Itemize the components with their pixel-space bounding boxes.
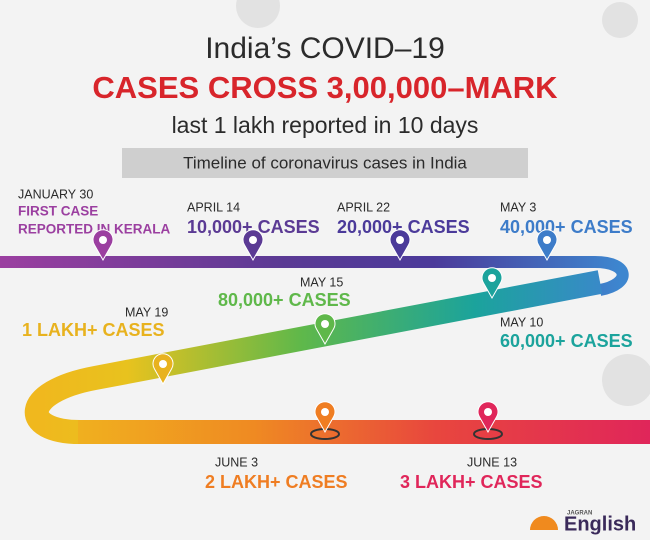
logo: JAGRAN English xyxy=(530,511,636,535)
milestone-label: 80,000+ CASES xyxy=(218,290,351,310)
pin xyxy=(536,229,558,262)
pin xyxy=(314,401,336,434)
milestone-date: APRIL 14 xyxy=(187,200,240,214)
milestone-date: MAY 15 xyxy=(300,275,343,289)
pin-dot xyxy=(484,408,492,416)
milestone-date: MAY 3 xyxy=(500,200,536,214)
pin xyxy=(477,401,499,434)
pin-dot xyxy=(159,360,167,368)
milestone-date: MAY 10 xyxy=(500,315,543,329)
decoration xyxy=(236,0,650,406)
milestone-date: MAY 19 xyxy=(125,305,168,319)
pin xyxy=(92,229,114,262)
headline: CASES CROSS 3,00,000–MARK xyxy=(92,70,558,105)
milestone-label: 10,000+ CASES xyxy=(187,217,320,237)
banner: Timeline of coronavirus cases in India xyxy=(183,153,467,172)
pin-dot xyxy=(488,274,496,282)
pin xyxy=(481,267,503,300)
pin-dot xyxy=(99,236,107,244)
pin-dot xyxy=(543,236,551,244)
road xyxy=(0,256,650,444)
logo-brand: JAGRAN xyxy=(567,511,592,517)
milestone-label: 2 LAKH+ CASES xyxy=(205,472,348,492)
title: India’s COVID–19 xyxy=(205,32,445,65)
milestone-label: 1 LAKH+ CASES xyxy=(22,320,165,340)
milestone-label: 3 LAKH+ CASES xyxy=(400,472,543,492)
milestone-date: APRIL 22 xyxy=(337,200,390,214)
milestone-date: JUNE 13 xyxy=(467,455,517,469)
milestone-label: REPORTED IN KERALA xyxy=(18,222,171,237)
milestone-label: 20,000+ CASES xyxy=(337,217,470,237)
subtitle: last 1 lakh reported in 10 days xyxy=(172,112,479,138)
milestone-label: FIRST CASE xyxy=(18,204,98,219)
pin-dot xyxy=(321,320,329,328)
pin-dot xyxy=(249,236,257,244)
milestone-label: 60,000+ CASES xyxy=(500,331,633,351)
pin xyxy=(152,353,174,386)
logo-name: English xyxy=(564,513,636,535)
pin-dot xyxy=(321,408,329,416)
pin xyxy=(242,229,264,262)
pin xyxy=(314,313,336,346)
milestone-label: 40,000+ CASES xyxy=(500,217,633,237)
milestone-date: JUNE 3 xyxy=(215,455,258,469)
pin-dot xyxy=(396,236,404,244)
banner-bg xyxy=(122,148,528,178)
milestone-date: JANUARY 30 xyxy=(18,187,93,201)
pin xyxy=(389,229,411,262)
